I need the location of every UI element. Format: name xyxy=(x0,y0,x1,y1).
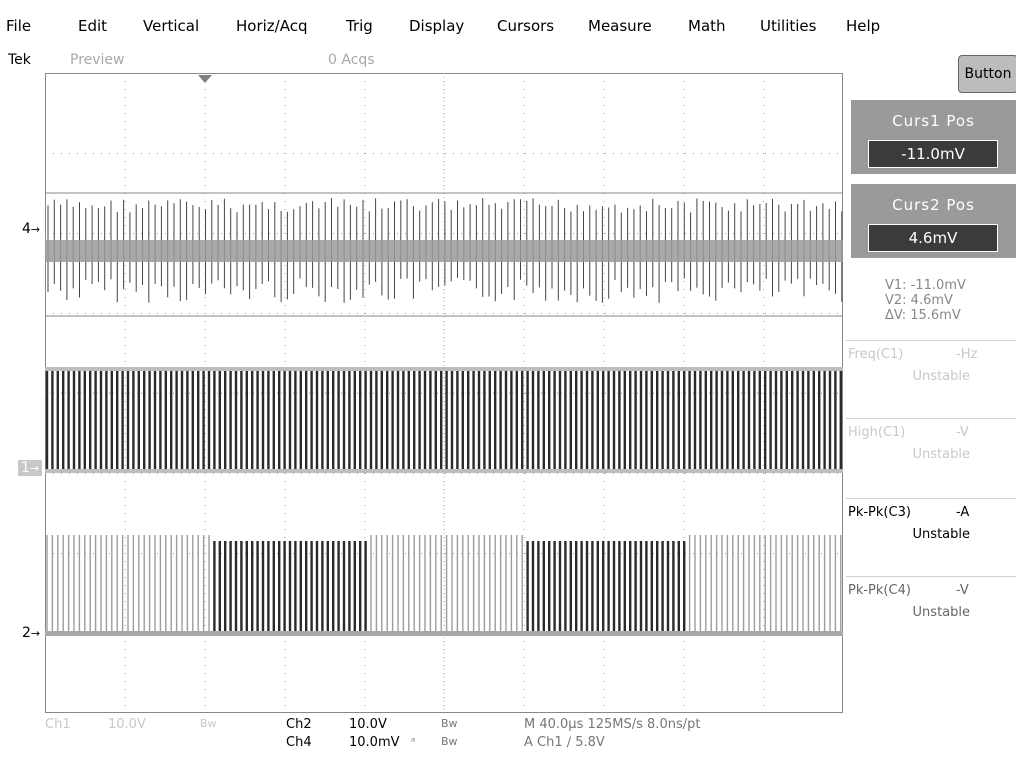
meas-unit: -V xyxy=(956,425,969,440)
meas-status: Unstable xyxy=(912,369,970,384)
button-toggle[interactable]: Button xyxy=(958,55,1016,93)
menu-vertical[interactable]: Vertical xyxy=(143,17,200,35)
acq-count-label: 0 Acqs xyxy=(328,52,375,68)
measurement-freq-c1[interactable]: Freq(C1) -Hz Unstable xyxy=(846,340,1016,419)
measurement-pkpk-c4[interactable]: Pk-Pk(C4) -V Unstable xyxy=(846,576,1016,655)
menu-horiz-acq[interactable]: Horiz/Acq xyxy=(236,17,308,35)
waveform-display[interactable] xyxy=(45,73,843,713)
ch4-label[interactable]: Ch4 xyxy=(286,735,312,750)
meas-unit: -V xyxy=(956,583,969,598)
ch2-marker[interactable]: 2→ xyxy=(22,625,41,641)
curs2-pos-control[interactable]: Curs2 Pos 4.6mV xyxy=(851,184,1016,258)
menu-display[interactable]: Display xyxy=(409,17,465,35)
meas-unit: -Hz xyxy=(956,347,978,362)
meas-status: Unstable xyxy=(912,447,970,462)
horizontal-readout[interactable]: M 40.0µs 125MS/s 8.0ns/pt xyxy=(524,717,701,732)
ch2-bw-icon: Bw xyxy=(441,717,458,730)
measurement-high-c1[interactable]: High(C1) -V Unstable xyxy=(846,418,1016,497)
menu-trig[interactable]: Trig xyxy=(346,17,373,35)
curs2-value[interactable]: 4.6mV xyxy=(868,224,998,252)
meas-status: Unstable xyxy=(912,605,970,620)
menu-utilities[interactable]: Utilities xyxy=(760,17,817,35)
trigger-readout[interactable]: A Ch1 ∕ 5.8V xyxy=(524,735,605,750)
meas-label: Pk-Pk(C3) xyxy=(848,505,911,520)
v2-readout: V2: 4.6mV xyxy=(885,293,953,308)
curs1-label: Curs1 Pos xyxy=(892,112,975,130)
menu-edit[interactable]: Edit xyxy=(78,17,108,35)
measurement-pkpk-c3[interactable]: Pk-Pk(C3) -A Unstable xyxy=(846,498,1016,577)
meas-label: Pk-Pk(C4) xyxy=(848,583,911,598)
ch1-scale: 10.0V xyxy=(108,717,146,732)
waveform-traces xyxy=(45,192,843,636)
curs2-label: Curs2 Pos xyxy=(892,196,975,214)
ch4-bw-icon: Bw xyxy=(441,735,458,748)
v1-readout: V1: -11.0mV xyxy=(885,278,966,293)
ch1-label[interactable]: Ch1 xyxy=(45,717,71,732)
menu-help[interactable]: Help xyxy=(846,17,881,35)
meas-status: Unstable xyxy=(912,527,970,542)
ch4-scale: 10.0mV xyxy=(349,735,400,750)
brand-label: Tek xyxy=(8,52,31,68)
ch2-label[interactable]: Ch2 xyxy=(286,717,312,732)
curs1-value[interactable]: -11.0mV xyxy=(868,140,998,168)
menu-bar: File Edit Vertical Horiz/Acq Trig Displa… xyxy=(0,0,1016,44)
curs1-pos-control[interactable]: Curs1 Pos -11.0mV xyxy=(851,100,1016,174)
meas-unit: -A xyxy=(956,505,970,520)
dv-readout: ΔV: 15.6mV xyxy=(885,308,961,323)
probe-icon: ᵃ xyxy=(411,735,416,748)
ch4-marker[interactable]: 4→ xyxy=(22,221,41,237)
trigger-position-marker xyxy=(198,75,212,83)
acq-mode-label: Preview xyxy=(70,52,125,68)
meas-label: Freq(C1) xyxy=(848,347,904,362)
menu-math[interactable]: Math xyxy=(688,17,726,35)
menu-measure[interactable]: Measure xyxy=(588,17,652,35)
cursor-readout: V1: -11.0mV V2: 4.6mV ΔV: 15.6mV xyxy=(885,278,966,323)
menu-file[interactable]: File xyxy=(6,17,32,35)
ch1-bw-icon: Bw xyxy=(200,717,217,730)
meas-label: High(C1) xyxy=(848,425,906,440)
ch1-marker[interactable]: 1→ xyxy=(18,460,43,476)
menu-cursors[interactable]: Cursors xyxy=(497,17,555,35)
ch2-scale: 10.0V xyxy=(349,717,387,732)
